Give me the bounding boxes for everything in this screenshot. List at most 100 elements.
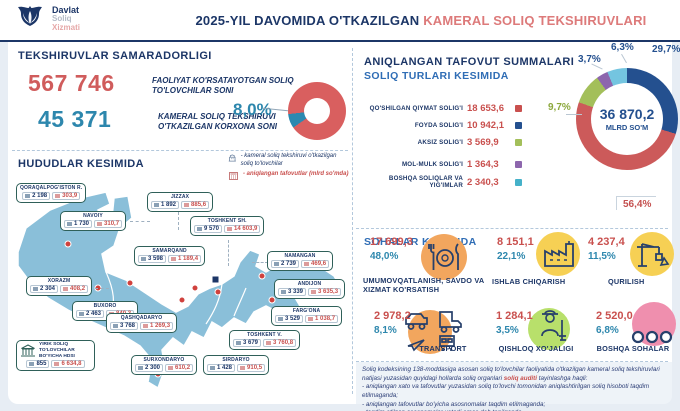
region-value: 469,6 (311, 261, 327, 267)
difference-icon (227, 227, 233, 231)
region-value: 3 635,3 (318, 289, 339, 295)
region-badge: QASHQADARYO 3 768 1 269,3 (106, 313, 178, 333)
tax-donut-center: 36 870,2 MLRD SO'M (576, 68, 678, 170)
region-name: NAMANGAN (284, 253, 316, 259)
difference-icon (143, 324, 149, 328)
region-badge: ANDIJON 3 339 3 635,3 (274, 279, 346, 299)
region-badge: NAVOIY 1 730 310,7 (60, 211, 127, 231)
region-badge: SAMARQAND 3 598 1 189,4 (134, 246, 206, 266)
sector-label: ISHLAB CHIQARISH (492, 277, 566, 286)
taxpayers-icon (79, 312, 84, 316)
effectiveness-donut-chart (288, 82, 346, 140)
difference-icon (97, 222, 103, 226)
donut-label-blue: 29,7% (652, 44, 680, 55)
region-count: 3 679 (243, 340, 259, 346)
difference-icon (240, 366, 246, 370)
header-bar: Davlat Soliq Xizmati 2025-YIL DAVOMIDA O… (0, 0, 680, 42)
factory-icon (544, 241, 574, 267)
difference-icon (171, 257, 177, 261)
difference-icon (266, 341, 272, 345)
tax-color-swatch (515, 104, 522, 112)
tashkent-city-marker (211, 275, 220, 284)
region-count: 3 529 (285, 316, 301, 322)
donut-label-purple: 3,7% (578, 54, 601, 65)
taxpayers-icon (274, 262, 279, 266)
transport-icon (405, 311, 462, 352)
tax-color-swatch (515, 121, 522, 129)
region-name: TOSHKENT SH. (207, 218, 247, 224)
region-count: 2 300 (145, 365, 161, 371)
taxpayers-icon (236, 341, 241, 345)
map-legend: - kameral soliq tekshiruvi o'tkazilgan s… (228, 153, 350, 184)
region-name: YIRIK SOLIQ TO'LOVCHILAR BO'YICHA HDSI (39, 342, 75, 359)
sector-percent: 11,5% (588, 251, 616, 262)
catering-icon (428, 243, 459, 270)
region-value: 310,7 (104, 221, 120, 227)
difference-icon (311, 290, 317, 294)
badge-connector (130, 221, 150, 222)
left-divider (12, 150, 348, 151)
footnote-highlight: soliq auditi (503, 374, 538, 382)
taxes-heading-1: ANIQLANGAN TAFOVUT SUMMALARI (364, 56, 575, 68)
region-name: XORAZM (47, 278, 71, 284)
page-title-dark: 2025-YIL DAVOMIDA O'TKAZILGAN (195, 13, 420, 28)
taxpayers-icon (29, 362, 35, 367)
tax-value: 3 569,9 (467, 136, 499, 148)
logo-text: Davlat Soliq Xizmati (52, 5, 80, 32)
region-value: 408,2 (70, 286, 86, 292)
region-badge: XORAZM 2 304 408,2 (26, 276, 93, 296)
region-borders (105, 235, 247, 325)
tax-label: AKSIZ SOLIG'I (417, 138, 463, 146)
sector-value: 2 520,0 (596, 310, 633, 322)
inspected-count: 45 371 (38, 106, 112, 132)
sector-value: 4 237,4 (588, 236, 625, 248)
sector-circle (421, 234, 467, 280)
other-sectors-icon (631, 330, 673, 344)
tax-color-swatch (515, 160, 522, 168)
tax-color-swatch (515, 178, 522, 186)
tax-value: 1 364,3 (467, 158, 499, 170)
badge-connector (228, 240, 229, 266)
inspected-count-label: KAMERAL SOLIQ TEKSHIRUVI O'TKAZILGAN KOR… (158, 112, 277, 131)
tax-label: QO'SHILGAN QIYMAT SOLIG'I (369, 104, 463, 112)
eagle-logo-icon (18, 6, 42, 27)
footnote-background (356, 362, 672, 404)
difference-icon (63, 287, 69, 291)
difference-icon (168, 366, 174, 370)
footnote-bullet-3: - taqdim etilgan asosnomalar yetarli ema… (362, 409, 668, 411)
region-name: TOSHKENT V. (247, 332, 282, 338)
difference-icon (55, 194, 61, 198)
tax-color-swatch (515, 138, 522, 146)
effectiveness-heading: TEKSHIRUVLAR SAMARADORLIGI (18, 50, 212, 62)
taxpayers-icon (138, 366, 143, 370)
sector-percent: 22,1% (497, 251, 526, 262)
page-title-red: KAMERAL SOLIQ TEKSHIRUVLARI (423, 13, 647, 28)
tax-donut-chart (576, 68, 678, 170)
difference-icon (54, 362, 60, 367)
construction-icon (637, 243, 670, 267)
region-name: SAMARQAND (152, 248, 187, 254)
difference-icon (308, 317, 314, 321)
sector-label: UMUMOVQATLANISH, SAVDO VA XIZMAT KO'RSAT… (363, 276, 485, 295)
donut-label-lightblue: 6,3% (611, 42, 634, 53)
region-count: 3 768 (120, 323, 136, 329)
taxpayers-count-label: FAOLIYAT KO'RSATAYOTGAN SOLIQ TO'LOVCHIL… (152, 76, 294, 95)
sector-percent: 8,1% (374, 325, 397, 336)
regions-heading: HUDUDLAR KESIMIDA (18, 158, 144, 170)
region-name: BUXORO (93, 303, 117, 309)
region-name: ANDIJON (297, 281, 322, 287)
region-count: 3 339 (288, 289, 304, 295)
footnote-bullet-2: - aniqlangan tafovutlar bo'yicha asosnom… (362, 400, 546, 408)
region-count: 3 598 (148, 256, 164, 262)
right-divider-2 (356, 361, 668, 362)
tax-row: MOL-MULK SOLIG'I 1 364,3 (358, 158, 522, 170)
region-count: 1 892 (161, 202, 177, 208)
donut-label-green: 9,7% (548, 102, 571, 113)
region-count: 1 730 (74, 221, 90, 227)
region-badge: SIRDARYO 1 428 910,5 (203, 355, 270, 375)
taxpayers-icon (154, 203, 159, 207)
region-name: QORAQALPOG'ISTON R. (20, 185, 83, 191)
region-name: JIZZAX (170, 194, 190, 200)
page-title: 2025-YIL DAVOMIDA O'TKAZILGAN KAMERAL SO… (170, 13, 672, 28)
region-count: 2 304 (40, 286, 56, 292)
